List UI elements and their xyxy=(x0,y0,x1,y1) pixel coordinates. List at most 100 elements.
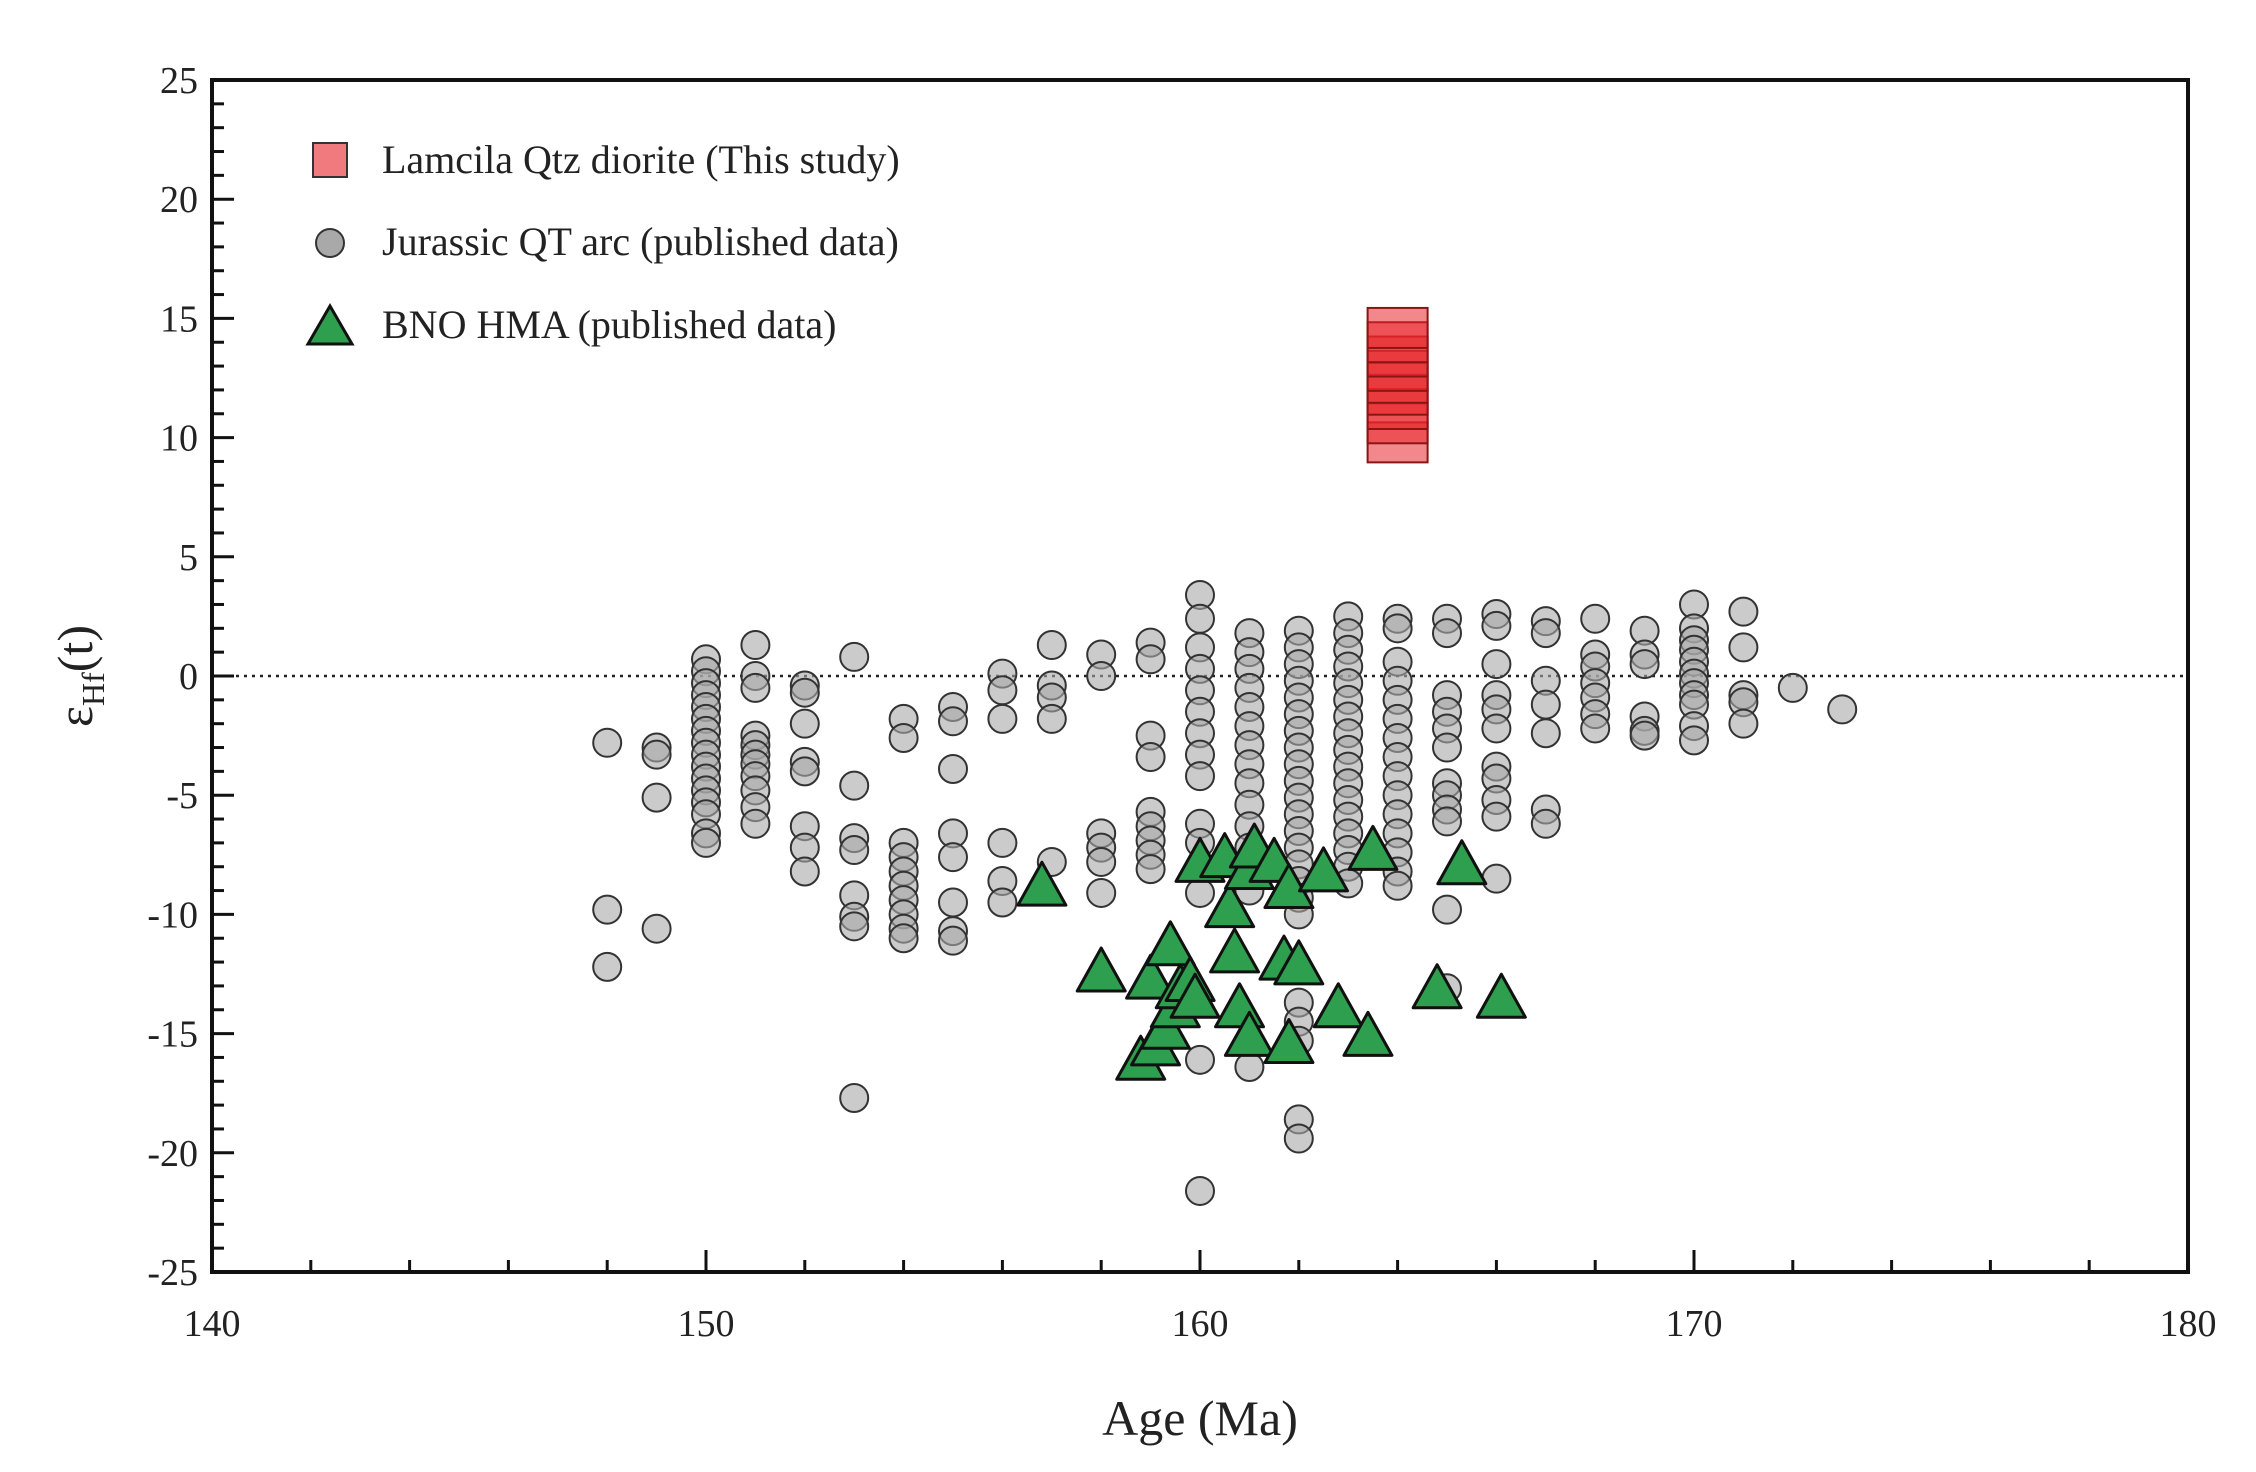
y-tick-labels: 25 20 15 10 5 0 -5 -10 -15 -20 -25 xyxy=(147,60,198,1294)
jurassic-point xyxy=(1728,708,1759,739)
jurassic-point xyxy=(938,753,968,784)
legend-triangle-marker xyxy=(305,303,355,346)
x-tick-label: 150 xyxy=(678,1303,735,1345)
bno-point xyxy=(1204,882,1256,929)
x-tick-label: 160 xyxy=(1172,1303,1229,1345)
jurassic-point xyxy=(1432,618,1462,649)
jurassic-point xyxy=(641,913,672,944)
y-axis-title-main: ε xyxy=(47,706,103,727)
bno-series xyxy=(1016,822,1527,1081)
jurassic-point xyxy=(1432,732,1462,763)
jurassic-point xyxy=(789,677,820,708)
jurassic-point xyxy=(641,782,672,813)
y-tick-label: 10 xyxy=(160,418,198,460)
jurassic-point xyxy=(1283,1123,1314,1154)
jurassic-point xyxy=(1530,718,1561,749)
jurassic-point xyxy=(888,923,919,954)
jurassic-point xyxy=(1135,644,1166,675)
jurassic-point xyxy=(839,1082,870,1113)
jurassic-point xyxy=(1580,603,1611,634)
jurassic-point xyxy=(691,827,721,858)
bno-point xyxy=(1075,946,1127,993)
legend-item-lamcila: Lamcila Qtz diorite (This study) xyxy=(312,137,900,182)
x-tick-label: 170 xyxy=(1666,1303,1723,1345)
bno-point xyxy=(1263,1018,1315,1065)
jurassic-point xyxy=(987,827,1018,858)
jurassic-point xyxy=(1629,649,1660,680)
jurassic-point xyxy=(839,770,870,801)
jurassic-point xyxy=(1432,806,1462,837)
jurassic-point xyxy=(1185,1044,1215,1075)
jurassic-point xyxy=(1234,1051,1265,1082)
bno-point xyxy=(1125,953,1177,1000)
jurassic-point xyxy=(987,703,1018,734)
jurassic-point xyxy=(1185,1175,1215,1206)
jurassic-point xyxy=(888,722,919,753)
bno-point xyxy=(1209,927,1261,974)
bno-point xyxy=(1223,1010,1275,1057)
jurassic-point xyxy=(1827,694,1858,725)
jurassic-point xyxy=(1481,610,1512,641)
jurassic-point xyxy=(938,887,968,918)
y-tick-label: -25 xyxy=(147,1252,198,1294)
jurassic-point xyxy=(1036,703,1067,734)
bno-point xyxy=(1298,846,1349,893)
jurassic-point xyxy=(1086,661,1117,691)
jurassic-point xyxy=(592,951,623,982)
legend-item-jurassic: Jurassic QT arc (published data) xyxy=(315,219,899,264)
legend-circle-marker xyxy=(315,228,345,258)
bno-point xyxy=(1312,982,1364,1029)
jurassic-point xyxy=(1036,630,1067,661)
y-axis-title-tail: (t) xyxy=(47,625,103,672)
bno-point xyxy=(1347,824,1399,871)
jurassic-point xyxy=(987,675,1018,706)
jurassic-point xyxy=(1382,870,1413,901)
y-tick-label: 0 xyxy=(179,656,198,698)
jurassic-point xyxy=(938,706,968,737)
jurassic-point xyxy=(1135,854,1166,885)
jurassic-point xyxy=(1135,742,1166,773)
jurassic-point xyxy=(1481,801,1512,832)
bno-point xyxy=(1436,839,1488,886)
x-tick-label: 140 xyxy=(184,1303,241,1345)
jurassic-point xyxy=(839,911,870,942)
legend-label-lamcila: Lamcila Qtz diorite (This study) xyxy=(382,137,900,182)
y-axis-title-sub: Hf xyxy=(75,672,111,706)
legend: Lamcila Qtz diorite (This study) Jurassi… xyxy=(305,137,900,347)
jurassic-point xyxy=(1432,894,1462,925)
bno-point xyxy=(1169,972,1221,1019)
jurassic-point xyxy=(1728,632,1759,663)
jurassic-point xyxy=(1185,603,1215,634)
jurassic-point xyxy=(1481,649,1512,680)
jurassic-point xyxy=(1086,877,1117,908)
y-tick-label: -15 xyxy=(147,1014,198,1056)
x-axis-title: Age (Ma) xyxy=(1102,1390,1298,1446)
jurassic-point xyxy=(592,727,623,758)
legend-label-jurassic: Jurassic QT arc (published data) xyxy=(382,219,899,264)
y-axis-title: εHf(t) xyxy=(47,625,111,727)
y-tick-label: 20 xyxy=(160,179,198,221)
axis-ticks xyxy=(210,78,2190,1274)
y-tick-label: 15 xyxy=(160,298,198,340)
jurassic-point xyxy=(1777,672,1808,703)
jurassic-point xyxy=(1679,725,1709,756)
y-tick-label: 5 xyxy=(179,537,198,579)
jurassic-point xyxy=(789,856,820,887)
jurassic-point xyxy=(740,630,771,661)
jurassic-point xyxy=(592,894,623,925)
jurassic-point xyxy=(641,739,672,770)
jurassic-point xyxy=(1728,596,1759,627)
jurassic-point xyxy=(740,672,771,703)
bno-point xyxy=(1016,860,1068,907)
jurassic-point xyxy=(789,756,820,787)
jurassic-point xyxy=(1382,613,1413,644)
bno-point xyxy=(1144,920,1196,967)
bno-point xyxy=(1273,939,1325,986)
jurassic-point xyxy=(1530,689,1561,720)
jurassic-point xyxy=(938,842,968,873)
lamcila-series xyxy=(1366,306,1429,464)
bno-point xyxy=(1475,972,1527,1019)
jurassic-point xyxy=(1530,808,1561,839)
jurassic-point xyxy=(938,925,968,956)
